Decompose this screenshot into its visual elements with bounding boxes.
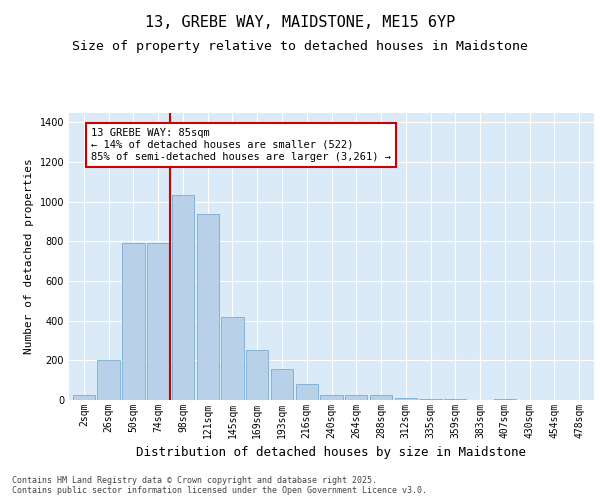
Bar [444, 399, 466, 400]
Bar [172, 195, 194, 400]
Bar [345, 395, 367, 400]
Bar [246, 350, 268, 400]
Bar [395, 398, 417, 400]
Bar [122, 244, 145, 400]
Bar [320, 395, 343, 400]
X-axis label: Distribution of detached houses by size in Maidstone: Distribution of detached houses by size … [137, 446, 527, 460]
Bar [97, 360, 120, 400]
Bar [370, 395, 392, 400]
Bar [197, 214, 219, 400]
Bar [494, 399, 516, 400]
Text: Size of property relative to detached houses in Maidstone: Size of property relative to detached ho… [72, 40, 528, 53]
Bar [419, 399, 442, 400]
Bar [271, 370, 293, 400]
Y-axis label: Number of detached properties: Number of detached properties [24, 158, 34, 354]
Bar [221, 316, 244, 400]
Bar [296, 384, 318, 400]
Text: Contains HM Land Registry data © Crown copyright and database right 2025.
Contai: Contains HM Land Registry data © Crown c… [12, 476, 427, 495]
Bar [73, 395, 95, 400]
Text: 13, GREBE WAY, MAIDSTONE, ME15 6YP: 13, GREBE WAY, MAIDSTONE, ME15 6YP [145, 15, 455, 30]
Bar [147, 244, 169, 400]
Text: 13 GREBE WAY: 85sqm
← 14% of detached houses are smaller (522)
85% of semi-detac: 13 GREBE WAY: 85sqm ← 14% of detached ho… [91, 128, 391, 162]
